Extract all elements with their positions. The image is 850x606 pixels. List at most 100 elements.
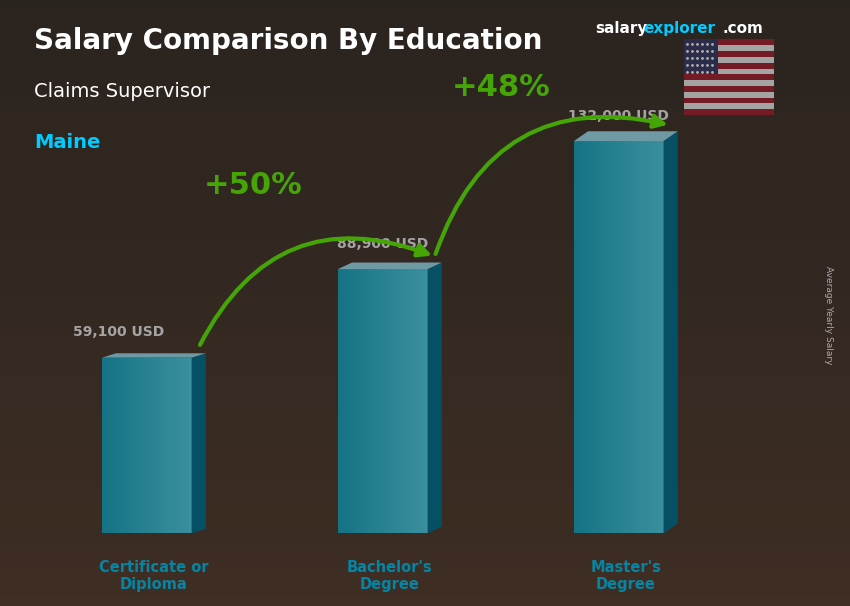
Bar: [367, 269, 369, 533]
Text: Salary Comparison By Education: Salary Comparison By Education: [34, 27, 542, 55]
Bar: [102, 358, 105, 533]
Bar: [180, 358, 183, 533]
Bar: [416, 269, 418, 533]
Bar: [110, 358, 113, 533]
Bar: [156, 358, 158, 533]
Bar: [154, 358, 156, 533]
Text: 88,900 USD: 88,900 USD: [337, 237, 428, 251]
Bar: [657, 141, 659, 533]
Bar: [360, 269, 363, 533]
Bar: [609, 141, 612, 533]
Bar: [615, 141, 616, 533]
Bar: [136, 358, 138, 533]
Bar: [684, 62, 774, 68]
Bar: [661, 141, 664, 533]
Bar: [385, 269, 388, 533]
Bar: [418, 269, 421, 533]
Polygon shape: [428, 262, 442, 533]
Bar: [363, 269, 365, 533]
Bar: [684, 98, 774, 104]
Text: Certificate or
Diploma: Certificate or Diploma: [99, 560, 208, 593]
Bar: [684, 80, 774, 86]
Bar: [167, 358, 169, 533]
Polygon shape: [191, 353, 206, 533]
Text: +50%: +50%: [204, 171, 303, 201]
Bar: [338, 269, 340, 533]
Bar: [403, 269, 405, 533]
Bar: [627, 141, 630, 533]
Bar: [140, 358, 142, 533]
Bar: [149, 358, 151, 533]
Bar: [176, 358, 178, 533]
Bar: [684, 39, 718, 75]
Bar: [183, 358, 185, 533]
Bar: [583, 141, 585, 533]
Bar: [190, 358, 191, 533]
Text: 59,100 USD: 59,100 USD: [73, 325, 164, 339]
Bar: [634, 141, 637, 533]
Text: +48%: +48%: [451, 73, 550, 102]
Bar: [389, 269, 392, 533]
Bar: [684, 68, 774, 75]
Bar: [576, 141, 578, 533]
Bar: [616, 141, 619, 533]
Bar: [652, 141, 654, 533]
Bar: [684, 92, 774, 98]
Bar: [646, 141, 648, 533]
Bar: [358, 269, 360, 533]
Bar: [684, 45, 774, 51]
Bar: [138, 358, 140, 533]
Bar: [396, 269, 399, 533]
Bar: [410, 269, 412, 533]
Bar: [603, 141, 605, 533]
Polygon shape: [102, 353, 206, 358]
Bar: [637, 141, 639, 533]
Bar: [131, 358, 133, 533]
Bar: [597, 141, 598, 533]
Bar: [621, 141, 623, 533]
Bar: [598, 141, 601, 533]
Bar: [147, 358, 149, 533]
Polygon shape: [338, 262, 442, 269]
Bar: [641, 141, 643, 533]
Bar: [394, 269, 396, 533]
Bar: [632, 141, 634, 533]
Bar: [187, 358, 190, 533]
Bar: [129, 358, 131, 533]
Bar: [659, 141, 661, 533]
Bar: [587, 141, 590, 533]
Bar: [684, 109, 774, 115]
Text: .com: .com: [722, 21, 763, 36]
Bar: [425, 269, 428, 533]
Bar: [605, 141, 608, 533]
Bar: [601, 141, 603, 533]
Bar: [626, 141, 627, 533]
Bar: [412, 269, 414, 533]
Bar: [400, 269, 403, 533]
Bar: [423, 269, 425, 533]
Bar: [165, 358, 167, 533]
Bar: [378, 269, 381, 533]
Bar: [169, 358, 172, 533]
Bar: [608, 141, 609, 533]
Bar: [399, 269, 400, 533]
Text: Average Yearly Salary: Average Yearly Salary: [824, 266, 833, 364]
Bar: [151, 358, 154, 533]
Polygon shape: [664, 132, 677, 533]
Polygon shape: [574, 132, 677, 141]
Bar: [369, 269, 371, 533]
Text: 132,000 USD: 132,000 USD: [569, 108, 669, 122]
Bar: [127, 358, 129, 533]
Bar: [365, 269, 367, 533]
Bar: [142, 358, 145, 533]
Bar: [585, 141, 587, 533]
Bar: [382, 269, 385, 533]
Bar: [684, 75, 774, 80]
Bar: [574, 141, 576, 533]
Bar: [374, 269, 376, 533]
Bar: [405, 269, 407, 533]
Bar: [630, 141, 632, 533]
Bar: [340, 269, 343, 533]
Bar: [172, 358, 173, 533]
Bar: [684, 104, 774, 109]
